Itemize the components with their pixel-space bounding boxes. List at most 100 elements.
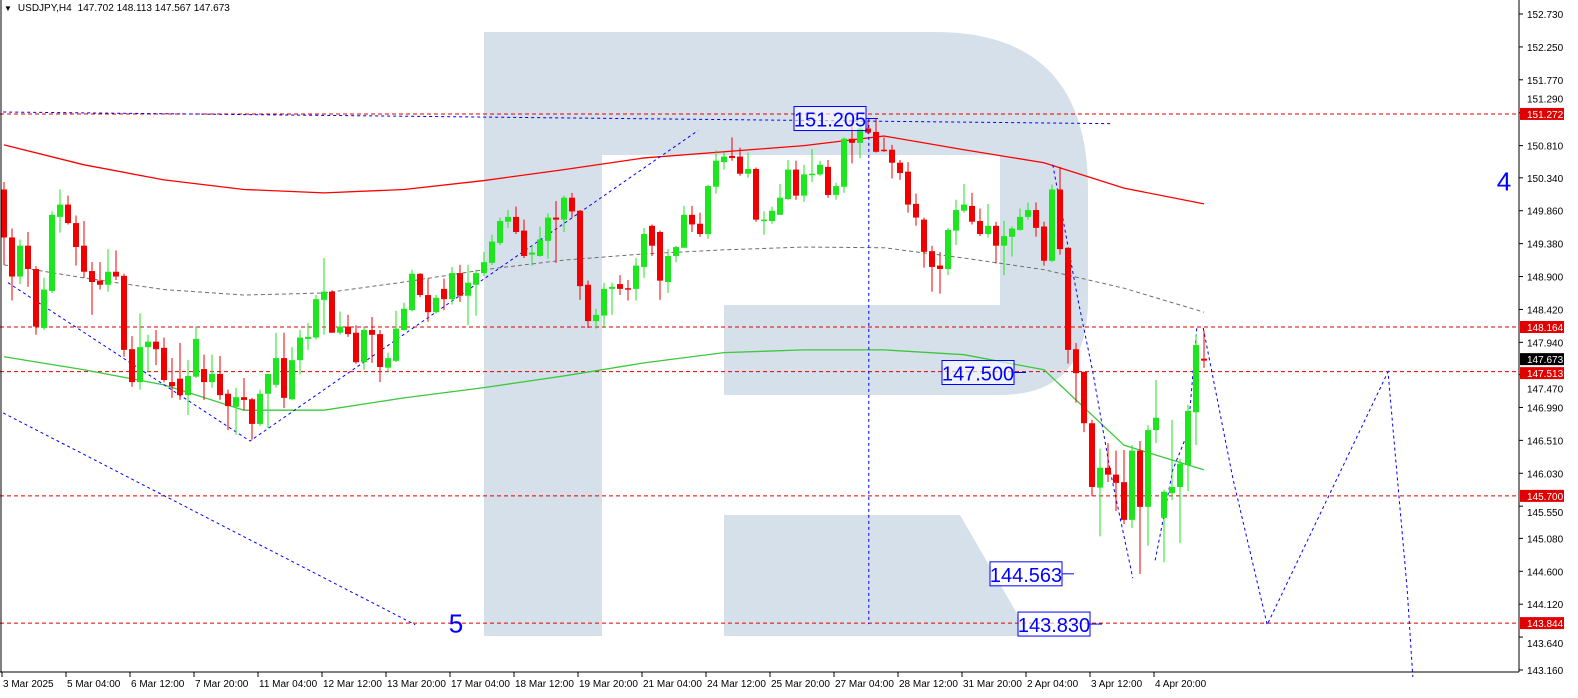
candle-body <box>457 273 463 296</box>
candle-body <box>1017 216 1023 230</box>
candle-body <box>601 288 607 316</box>
candle <box>49 211 55 293</box>
candle-body <box>841 138 847 187</box>
x-tick-label: 2 Apr 04:00 <box>1027 679 1079 690</box>
candle <box>1041 221 1047 266</box>
current-price-tag: 147.673 <box>1527 355 1564 366</box>
candle <box>337 311 343 335</box>
level-price-tag-bg <box>1520 367 1564 380</box>
candle-body <box>809 173 815 176</box>
candle <box>369 316 375 363</box>
candle-body <box>633 265 639 289</box>
candle <box>985 203 991 238</box>
candle <box>761 211 767 235</box>
candle <box>153 330 159 365</box>
level-price-tag: 147.513 <box>1527 369 1564 380</box>
y-tick-label: 144.600 <box>1527 567 1564 578</box>
candle-body <box>729 155 735 158</box>
candle-body <box>25 245 31 269</box>
candle-body <box>9 237 15 277</box>
candle <box>537 226 543 257</box>
candle <box>681 205 687 248</box>
candle <box>1193 334 1199 446</box>
ohlc-readout: 147.702 148.113 147.567 147.673 <box>77 3 230 14</box>
candle <box>481 251 487 276</box>
candle-body <box>617 284 623 289</box>
candle-body <box>145 341 151 348</box>
candle-body <box>721 156 727 163</box>
time-axis[interactable]: 3 Mar 2025 5 Mar 04:00 6 Mar 12:00 7 Mar 20… <box>1 672 1207 690</box>
candle <box>121 273 127 357</box>
y-tick-label: 152.250 <box>1527 43 1564 54</box>
candle <box>1057 166 1063 255</box>
candle <box>801 164 807 202</box>
candle-body <box>593 314 599 322</box>
y-tick-label: 145.080 <box>1527 534 1564 545</box>
y-tick-label: 143.160 <box>1527 666 1564 677</box>
candle-body <box>225 393 231 407</box>
y-tick-label: 151.770 <box>1527 76 1564 87</box>
candle-body <box>289 360 295 400</box>
level-price-tag: 145.700 <box>1527 492 1564 503</box>
candle-body <box>105 271 111 285</box>
candle <box>657 230 663 300</box>
candle <box>185 360 191 416</box>
candle-body <box>769 210 775 222</box>
y-tick-label: 148.900 <box>1527 273 1564 284</box>
candle <box>953 199 959 246</box>
candle-body <box>449 273 455 300</box>
candle <box>513 206 519 235</box>
candle-body <box>265 373 271 394</box>
candle <box>129 336 135 387</box>
price-axis[interactable]: 152.730 152.250 151.770 151.290 150.810 150.3… <box>1519 10 1564 677</box>
candle-body <box>1121 482 1127 520</box>
candle-body <box>849 138 855 143</box>
wave-label: 4 <box>1497 167 1511 197</box>
candle-body <box>33 268 39 327</box>
x-tick-label: 31 Mar 20:00 <box>963 679 1022 690</box>
x-tick-label: 13 Mar 20:00 <box>387 679 446 690</box>
candle-body <box>153 341 159 350</box>
level-price-tag: 148.164 <box>1527 323 1564 334</box>
candle <box>281 332 287 409</box>
annotations: 151.205 147.500 144.563 143.830 4 5 <box>449 106 1511 639</box>
candle-body <box>857 128 863 143</box>
y-tick-label: 147.470 <box>1527 385 1564 396</box>
candle <box>1153 380 1159 444</box>
candle <box>825 160 831 198</box>
candle <box>497 217 503 246</box>
price-annotation: 143.830 <box>1017 611 1102 637</box>
candle-body <box>297 337 303 361</box>
candle-body <box>193 338 199 377</box>
level-price-tag-bg <box>1520 617 1564 630</box>
candle-body <box>1073 349 1079 374</box>
candle <box>545 213 551 259</box>
x-tick-label: 27 Mar 04:00 <box>835 679 894 690</box>
candle <box>977 208 983 237</box>
candle <box>113 250 119 280</box>
y-tick-label: 148.420 <box>1527 305 1564 316</box>
candle <box>1081 371 1087 433</box>
candle-body <box>977 221 983 235</box>
annotation-label: 143.830 <box>1018 615 1090 637</box>
candle-body <box>641 234 647 267</box>
candle-body <box>281 358 287 398</box>
candle <box>1033 202 1039 237</box>
candle <box>1073 343 1079 403</box>
x-tick-label: 21 Mar 04:00 <box>643 679 702 690</box>
y-tick-label: 149.380 <box>1527 240 1564 251</box>
candle <box>785 160 791 200</box>
candle <box>625 279 631 301</box>
candle-body <box>329 291 335 333</box>
candle <box>57 189 63 233</box>
candle-body <box>89 271 95 283</box>
triangle-down-icon[interactable]: ▼ <box>4 4 12 13</box>
y-tick-label: 145.550 <box>1527 508 1564 519</box>
candle <box>73 215 79 266</box>
candle <box>897 160 903 180</box>
candle-body <box>121 275 127 350</box>
candle <box>809 149 815 182</box>
y-tick-label: 152.730 <box>1527 10 1564 21</box>
candle-body <box>1113 474 1119 483</box>
